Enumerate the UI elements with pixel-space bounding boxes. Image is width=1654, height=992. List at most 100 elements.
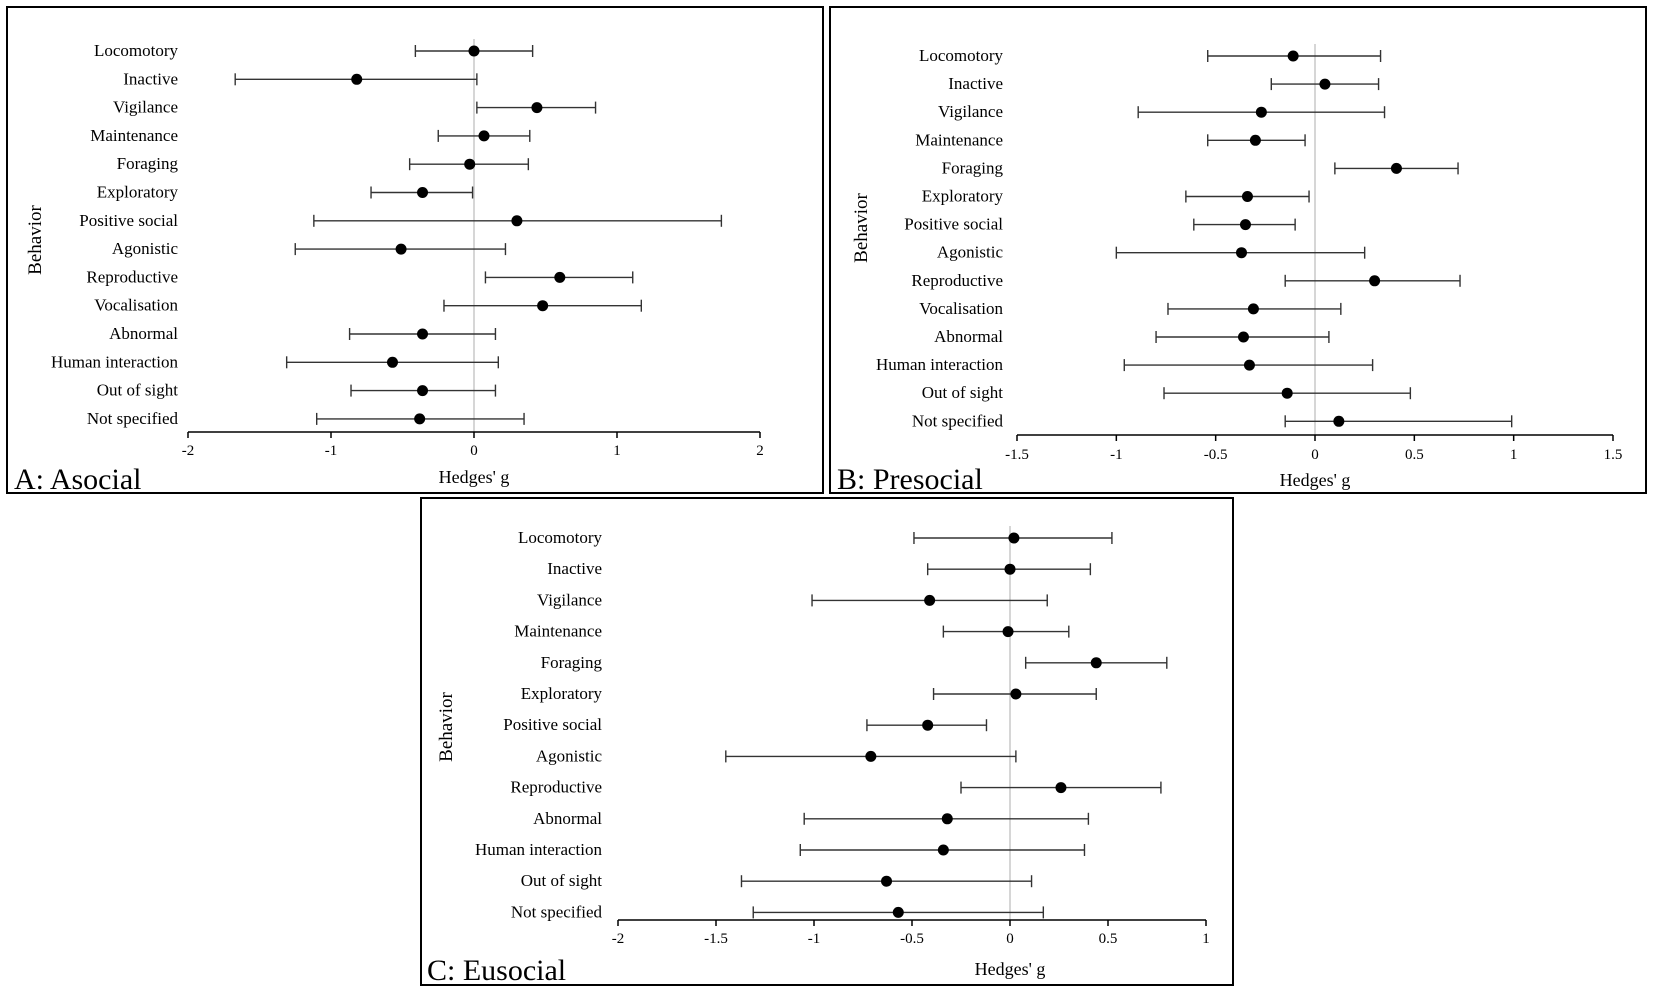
point-estimate-marker	[924, 594, 936, 606]
point-estimate-marker	[865, 750, 877, 762]
panel-eusocial: -2 -1.5 -1 -0.5 0 0.5 1 Hedges' g Behavior C: Eus…	[420, 497, 1234, 987]
point-estimate-marker	[892, 906, 904, 918]
category-label: Exploratory	[521, 684, 603, 703]
category-label: Not specified	[912, 411, 1004, 430]
x-tick-label: 0.5	[1405, 447, 1424, 463]
point-estimate-marker	[1002, 626, 1014, 638]
x-axis-label: Hedges' g	[439, 467, 510, 487]
category-label: Out of sight	[521, 871, 603, 890]
point-estimate-marker	[537, 300, 549, 312]
point-estimate-marker	[1008, 532, 1020, 544]
category-label: Inactive	[123, 69, 178, 88]
x-tick-label: 0	[1006, 931, 1014, 947]
category-label: Vigilance	[938, 102, 1003, 121]
category-label: Agonistic	[536, 746, 603, 765]
category-label: Maintenance	[514, 622, 602, 641]
point-estimate-marker	[1255, 106, 1267, 118]
x-tick-label: 1	[613, 443, 621, 459]
category-label: Inactive	[948, 74, 1003, 93]
category-label: Reproductive	[86, 267, 178, 286]
x-tick-label: -2	[182, 443, 195, 459]
category-label: Positive social	[79, 211, 178, 230]
x-tick-label: 0.5	[1099, 931, 1118, 947]
point-estimate-marker	[531, 102, 543, 114]
point-estimate-marker	[941, 813, 953, 825]
category-label: Human interaction	[876, 355, 1003, 374]
point-estimate-marker	[1249, 134, 1261, 146]
x-tick-label: 2	[756, 443, 764, 459]
x-tick-label: -0.5	[900, 931, 924, 947]
category-label: Agonistic	[112, 239, 179, 258]
point-estimate-marker	[1241, 191, 1253, 202]
panel-label: A: Asocial	[14, 463, 142, 496]
point-estimate-marker	[417, 328, 429, 340]
point-estimate-marker	[1333, 415, 1345, 427]
point-estimate-marker	[554, 271, 566, 283]
y-axis-label: Behavior	[25, 205, 46, 275]
category-label: Human interaction	[51, 352, 178, 371]
category-label: Out of sight	[922, 383, 1004, 402]
point-estimate-marker	[1390, 162, 1402, 174]
category-label: Abnormal	[934, 327, 1003, 346]
point-estimate-marker	[1369, 275, 1381, 287]
y-axis-label: Behavior	[851, 193, 872, 263]
x-tick-label: -1	[808, 931, 821, 947]
panel-presocial: -1.5 -1 -0.5 0 0.5 1 1.5 Hedges' g Behavior B: Pr…	[829, 6, 1647, 496]
point-estimate-marker	[922, 719, 934, 731]
forest-plot-eusocial: -2 -1.5 -1 -0.5 0 0.5 1 Hedges' g Behavior C: Eus…	[427, 526, 1210, 987]
forest-plot-presocial: -1.5 -1 -0.5 0 0.5 1 1.5 Hedges' g Behavior B: Pr…	[837, 44, 1623, 496]
category-label: Reproductive	[911, 271, 1003, 290]
point-estimate-marker	[1090, 657, 1102, 669]
x-tick-label: -1	[1110, 447, 1123, 463]
point-estimate-marker	[511, 215, 523, 227]
point-estimate-marker	[1239, 219, 1251, 231]
category-label: Human interaction	[475, 840, 602, 859]
category-label: Maintenance	[915, 130, 1003, 149]
category-label: Not specified	[87, 409, 179, 428]
point-estimate-marker	[351, 73, 363, 85]
category-label: Positive social	[904, 215, 1003, 234]
category-label: Agonistic	[937, 243, 1004, 262]
point-estimate-marker	[1243, 359, 1255, 371]
panel-label: B: Presocial	[837, 463, 983, 496]
x-tick-label: 1	[1510, 447, 1518, 463]
x-tick-label: -1	[325, 443, 338, 459]
point-estimate-marker	[468, 45, 480, 57]
point-estimate-marker	[386, 356, 398, 368]
category-label: Maintenance	[90, 126, 178, 145]
point-estimate-marker	[1055, 782, 1067, 794]
category-label: Locomotory	[518, 528, 603, 547]
category-label: Vigilance	[537, 590, 602, 609]
category-label: Vocalisation	[94, 296, 178, 315]
point-estimate-marker	[1237, 331, 1249, 343]
category-label: Exploratory	[922, 187, 1004, 206]
category-label: Vigilance	[113, 98, 178, 117]
point-estimate-marker	[478, 130, 490, 142]
point-estimate-marker	[414, 413, 426, 425]
category-label: Locomotory	[919, 46, 1004, 65]
x-tick-label: 0	[1311, 447, 1319, 463]
point-estimate-marker	[417, 187, 429, 198]
x-axis-label: Hedges' g	[975, 959, 1046, 979]
category-label: Abnormal	[109, 324, 178, 343]
x-tick-label: -2	[612, 931, 625, 947]
point-estimate-marker	[881, 875, 893, 887]
x-tick-label: -0.5	[1204, 447, 1228, 463]
x-tick-label: 1.5	[1604, 447, 1623, 463]
point-estimate-marker	[1287, 50, 1299, 62]
category-label: Inactive	[547, 559, 602, 578]
point-estimate-marker	[1235, 247, 1247, 259]
category-label: Out of sight	[97, 381, 179, 400]
category-label: Locomotory	[94, 41, 179, 60]
point-estimate-marker	[1004, 563, 1016, 575]
point-estimate-marker	[395, 243, 407, 255]
point-estimate-marker	[937, 844, 949, 856]
x-tick-label: 0	[470, 443, 478, 459]
category-label: Foraging	[942, 158, 1004, 177]
panel-label: C: Eusocial	[427, 954, 566, 987]
category-label: Vocalisation	[919, 299, 1003, 318]
category-label: Reproductive	[510, 778, 602, 797]
x-axis-label: Hedges' g	[1280, 470, 1351, 490]
x-tick-label: -1.5	[1005, 447, 1029, 463]
category-label: Abnormal	[533, 809, 602, 828]
